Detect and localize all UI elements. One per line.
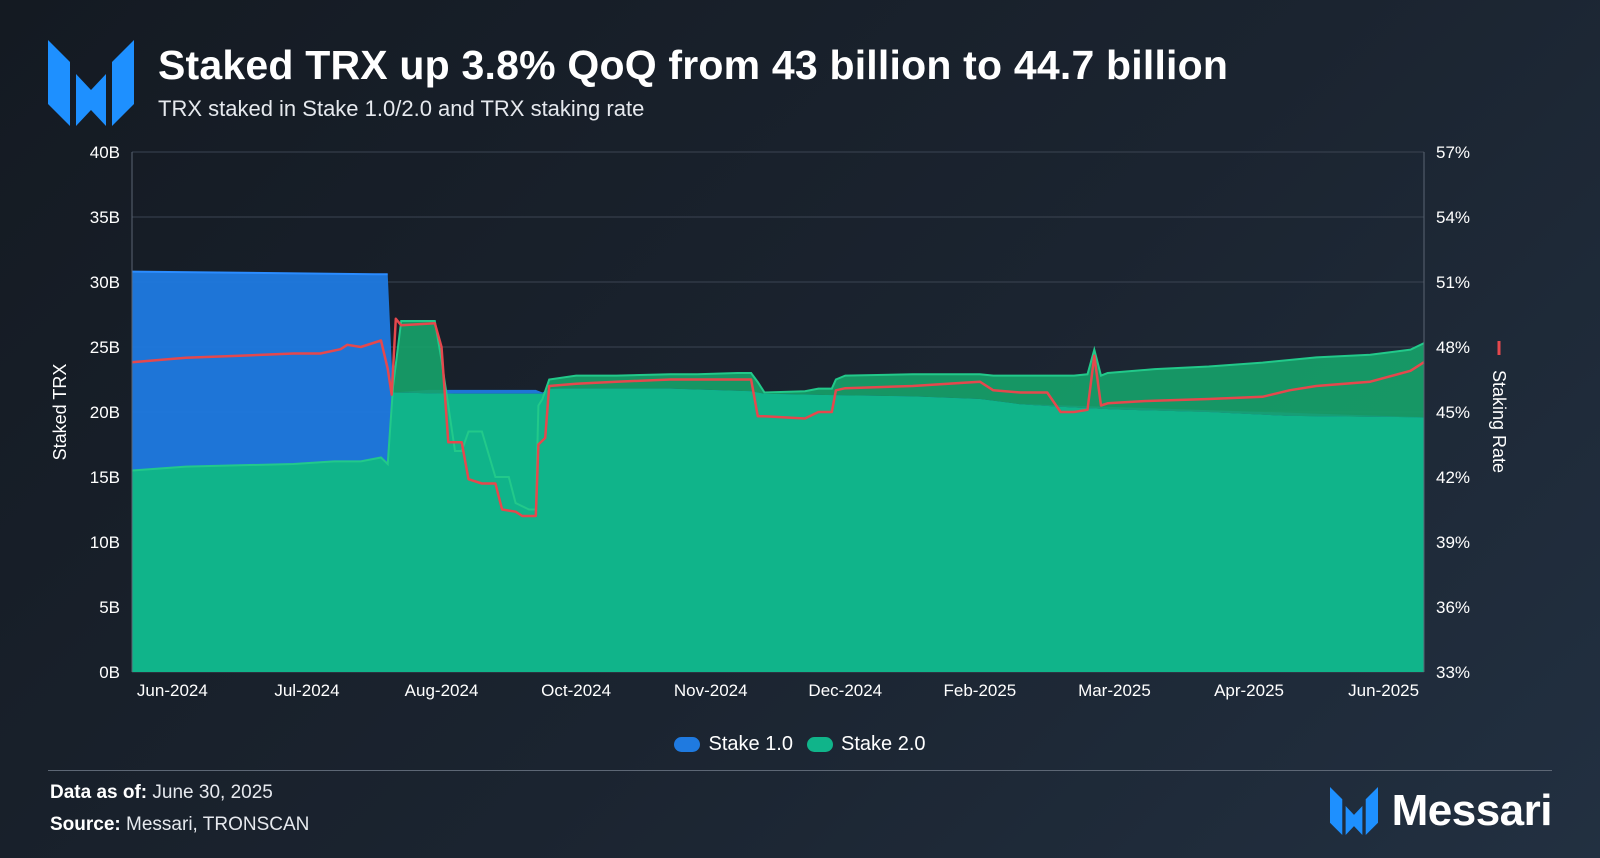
footer-divider [48,770,1552,771]
x-tick-label: Nov-2024 [674,681,748,700]
brand-mark: Messari [1329,786,1553,836]
source-value: Messari, TRONSCAN [126,814,310,835]
source-label: Source: [50,814,121,835]
y2-axis-title: Staking Rate [1489,370,1509,473]
chart-legend: Stake 1.0 Stake 2.0 [0,733,1600,756]
y2-tick-label: 42% [1436,468,1470,487]
y2-tick-label: 36% [1436,598,1470,617]
x-tick-label: Dec-2024 [808,681,882,700]
x-tick-label: Mar-2025 [1078,681,1151,700]
x-tick-label: Oct-2024 [541,681,611,700]
x-tick-label: Jun-2024 [137,681,208,700]
y-tick-label: 20B [90,403,120,422]
y2-tick-label: 57% [1436,143,1470,162]
y-axis-title: Staked TRX [50,364,70,461]
legend-label-stake1: Stake 1.0 [708,733,793,755]
source-line: Source: Messari, TRONSCAN [50,814,309,836]
y2-tick-label: 51% [1436,273,1470,292]
y-tick-label: 10B [90,533,120,552]
x-tick-label: Jun-2025 [1348,681,1419,700]
y-tick-label: 40B [90,143,120,162]
y2-tick-label: 54% [1436,208,1470,227]
staked-trx-chart: 0B 5B 10B 15B 20B 25B 30B 35B 40B 33% 36% 39% 42% 45%… [50,143,1509,700]
y-tick-label: 0B [99,663,120,682]
y-tick-label: 35B [90,208,120,227]
series-line-stake2 [131,320,1425,511]
series-line-staking-rate [131,317,1425,518]
y2-tick-label: 33% [1436,663,1470,682]
y2-tick-label: 48% [1436,338,1470,357]
legend-swatch-stake1 [674,737,701,752]
y2-tick-label: 39% [1436,533,1470,552]
x-tick-label: Aug-2024 [405,681,479,700]
y2-tick-label: 45% [1436,403,1470,422]
data-as-of-value: June 30, 2025 [152,782,273,803]
y-tick-label: 25B [90,338,120,357]
y-tick-label: 30B [90,273,120,292]
data-as-of: Data as of: June 30, 2025 [50,782,273,804]
series-area-stake1 [132,271,1424,471]
x-tick-label: Feb-2025 [943,681,1016,700]
chart-subtitle: TRX staked in Stake 1.0/2.0 and TRX stak… [158,96,645,121]
brand-name: Messari [1391,786,1553,835]
series-line-stake1 [131,270,388,276]
series-area-stake2 [132,388,1424,672]
messari-logo-icon [1329,787,1378,835]
legend-item-stake1[interactable]: Stake 1.0 [674,733,793,756]
x-tick-label: Apr-2025 [1214,681,1284,700]
legend-label-stake2: Stake 2.0 [841,733,926,755]
y-tick-label: 5B [99,598,120,617]
y-tick-label: 15B [90,468,120,487]
messari-logo-icon [48,40,134,126]
legend-item-stake2[interactable]: Stake 2.0 [807,733,926,756]
data-as-of-label: Data as of: [50,782,148,803]
chart-title: Staked TRX up 3.8% QoQ from 43 billion t… [158,42,1229,88]
legend-swatch-stake2 [807,737,833,752]
x-tick-label: Jul-2024 [274,681,339,700]
